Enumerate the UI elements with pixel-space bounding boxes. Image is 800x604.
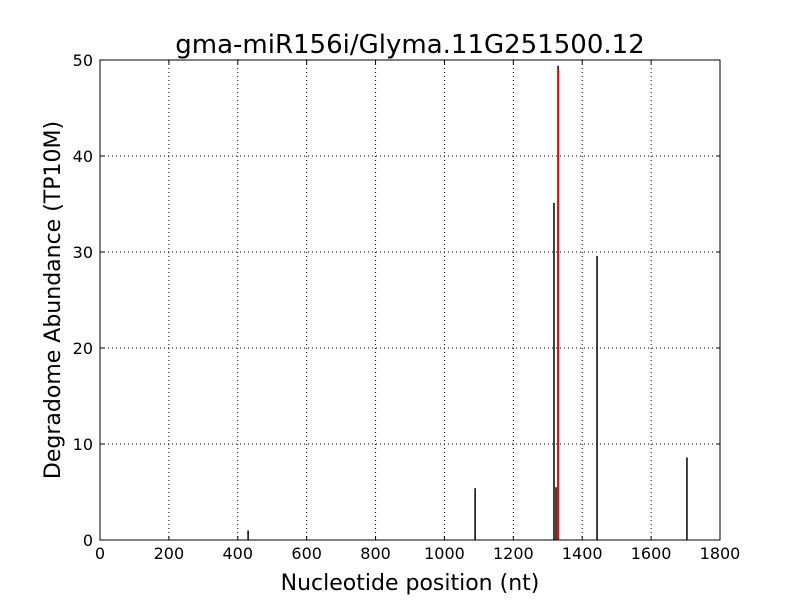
x-tick-label: 1600 <box>631 544 672 563</box>
x-tick-label: 400 <box>223 544 254 563</box>
x-tick-label: 600 <box>291 544 322 563</box>
x-tick-label: 200 <box>154 544 185 563</box>
y-tick-label: 20 <box>73 339 93 358</box>
x-tick-label: 1200 <box>493 544 534 563</box>
chart-title: gma-miR156i/Glyma.11G251500.12 <box>175 30 645 60</box>
y-tick-label: 0 <box>83 531 93 550</box>
x-tick-label: 1800 <box>700 544 741 563</box>
y-tick-label: 50 <box>73 51 93 70</box>
x-tick-label: 1000 <box>424 544 465 563</box>
x-axis-label: Nucleotide position (nt) <box>281 571 540 596</box>
y-axis-label: Degradome Abundance (TP10M) <box>41 121 66 479</box>
y-tick-label: 30 <box>73 243 93 262</box>
x-tick-label: 1400 <box>562 544 603 563</box>
y-tick-label: 40 <box>73 147 93 166</box>
x-tick-label: 800 <box>360 544 391 563</box>
plot-frame <box>99 59 721 541</box>
x-tick-label: 0 <box>95 544 105 563</box>
y-tick-label: 10 <box>73 435 93 454</box>
